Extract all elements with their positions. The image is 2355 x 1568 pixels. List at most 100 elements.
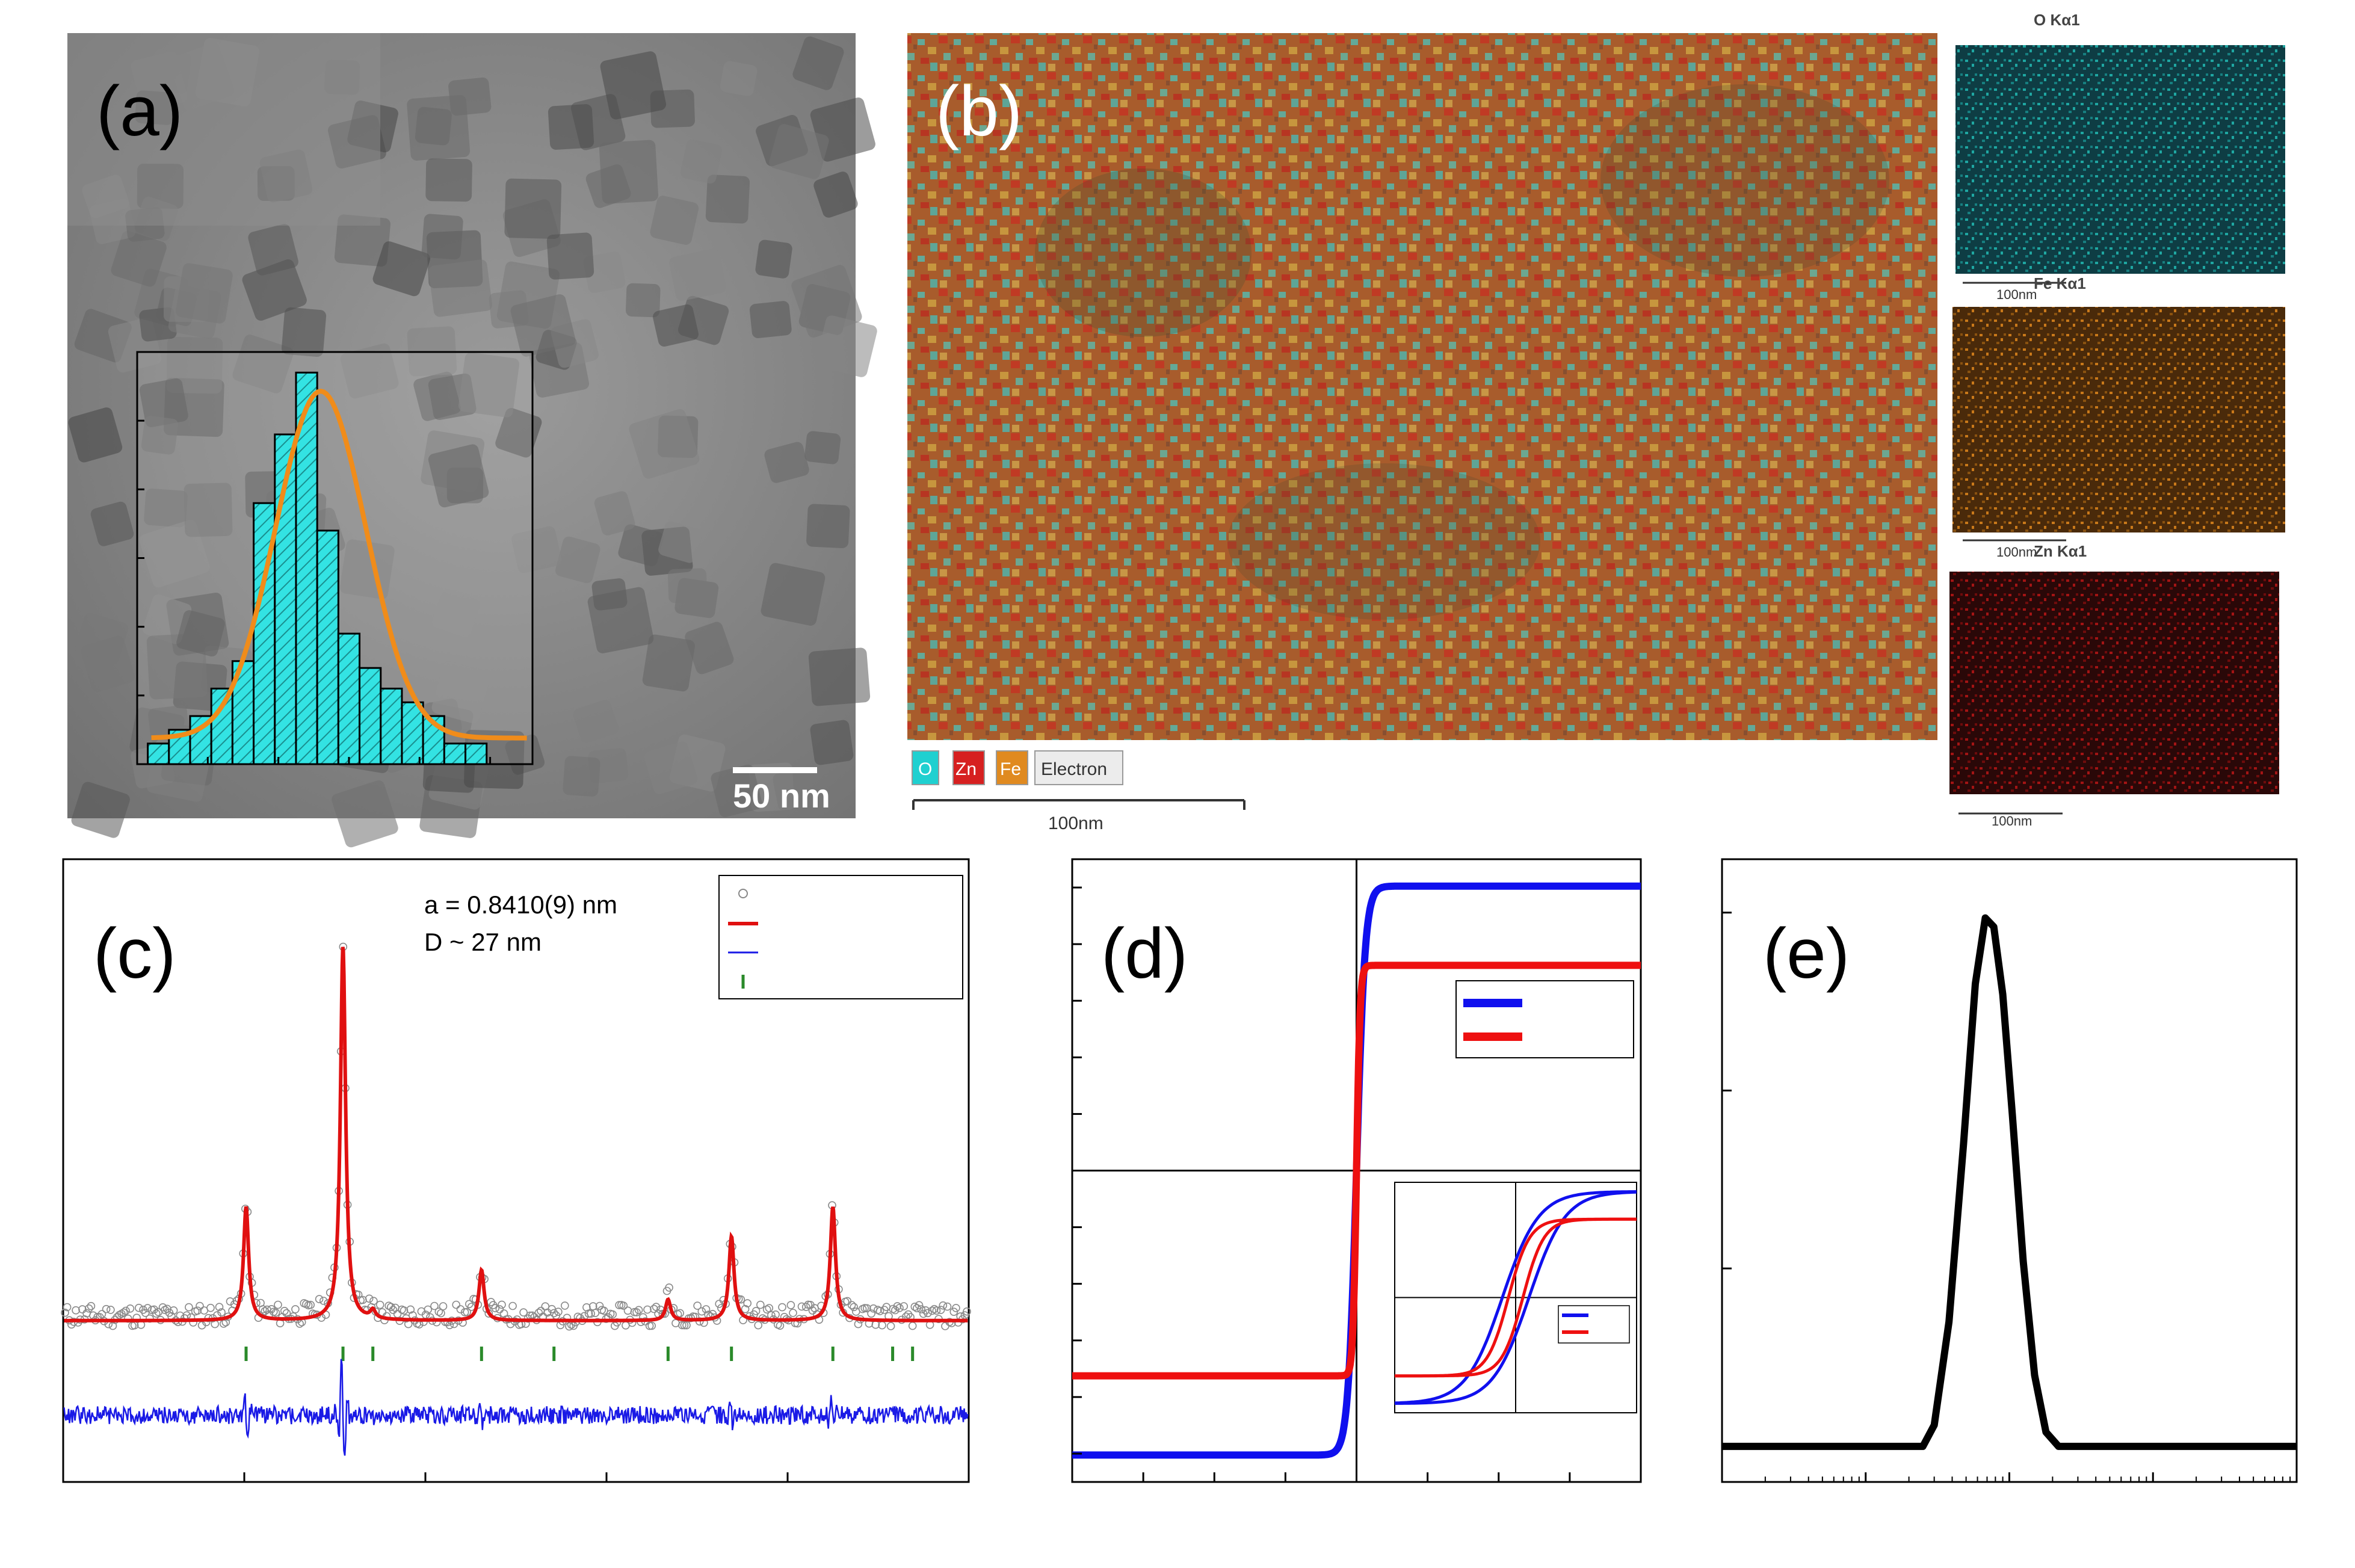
map-fe-title: Fe Kα1	[2034, 274, 2086, 292]
experimental-point	[280, 1307, 289, 1315]
experimental-point	[152, 1309, 161, 1318]
tem-particle	[792, 36, 844, 90]
map-zn-scale: 100nm	[1992, 813, 2032, 829]
experimental-point	[778, 1303, 786, 1312]
tem-particle	[425, 158, 472, 202]
tem-particle	[587, 587, 654, 653]
experimental-point	[452, 1300, 461, 1309]
experimental-point	[930, 1304, 939, 1313]
tem-particle	[166, 336, 223, 394]
experimental-point	[765, 1304, 774, 1312]
experimental-point	[921, 1306, 930, 1315]
experimental-point	[122, 1306, 130, 1315]
experimental-point	[217, 1308, 226, 1316]
crystallite-size: D ~ 27 nm	[424, 928, 542, 956]
experimental-point	[619, 1301, 628, 1310]
map-zn-title: Zn Kα1	[2034, 542, 2087, 560]
histogram-bar	[380, 687, 403, 765]
panel-d-label: (d)	[1101, 914, 1188, 993]
tem-particle	[407, 94, 471, 161]
histogram-bar	[337, 632, 361, 765]
experimental-point	[463, 1307, 472, 1316]
experimental-point	[591, 1309, 600, 1317]
experimental-point	[595, 1301, 604, 1310]
experimental-point	[143, 1304, 152, 1312]
experimental-point	[939, 1301, 948, 1310]
experimental-point	[150, 1305, 158, 1314]
experimental-point	[702, 1305, 711, 1313]
experimental-point	[119, 1308, 128, 1317]
tem-particle	[81, 635, 135, 693]
tem-particle	[816, 315, 877, 377]
tem-particle	[599, 140, 659, 204]
experimental-point	[196, 1301, 204, 1310]
panel-e-label: (e)	[1763, 914, 1850, 993]
legend-zn: Zn	[955, 759, 977, 779]
scale-bar-b-label: 100nm	[1048, 813, 1103, 833]
experimental-point	[608, 1310, 617, 1319]
experimental-point	[508, 1301, 517, 1310]
experimental-point	[928, 1306, 936, 1315]
tem-particle	[71, 782, 130, 838]
experimental-point	[565, 1322, 573, 1331]
tem-particle	[431, 589, 480, 638]
panel-e: (e)	[1721, 858, 2298, 1483]
tem-particle	[431, 661, 490, 724]
xrd-plot-area	[62, 858, 970, 1483]
experimental-point	[786, 1301, 795, 1309]
tem-particle	[644, 741, 698, 794]
panel-a: (a) 50 nm	[67, 33, 877, 848]
tem-particle	[511, 526, 562, 573]
experimental-point	[424, 1305, 433, 1314]
tem-particle	[139, 378, 188, 428]
experimental-point	[665, 1283, 673, 1292]
experimental-point	[135, 1303, 143, 1312]
experimental-point	[193, 1306, 202, 1315]
experimental-point	[534, 1309, 543, 1317]
panel-c-label: (c)	[93, 914, 176, 993]
experimental-point	[430, 1301, 439, 1310]
tem-particle	[232, 335, 294, 394]
scale-bar-b: 100nm	[912, 799, 1245, 833]
experimental-point	[924, 1309, 932, 1318]
experimental-point	[886, 1322, 895, 1330]
experimental-point	[867, 1309, 875, 1318]
experimental-point	[917, 1305, 925, 1313]
tem-particle	[141, 416, 179, 455]
experimental-point	[643, 1305, 652, 1314]
inset-hysteresis-branch	[1394, 1190, 1637, 1405]
panel-c: (c) a = 0.8410(9) nm D ~ 27 nm	[61, 858, 971, 1483]
tem-particle	[583, 252, 626, 293]
tem-particle	[573, 700, 619, 743]
map-fe: Fe Kα1 100nm	[1952, 274, 2285, 560]
magnetization-curve	[1072, 961, 1641, 1380]
tem-particle	[600, 51, 667, 120]
experimental-point	[756, 1300, 765, 1309]
tem-particle	[184, 483, 233, 537]
experimental-point	[850, 1303, 858, 1312]
histogram-bar	[359, 667, 382, 765]
inset-hysteresis-branch	[1395, 1217, 1637, 1378]
tem-particle	[685, 622, 734, 674]
tem-particle	[458, 352, 520, 418]
map-fe-scale: 100nm	[1996, 545, 2037, 560]
experimental-point	[258, 1305, 267, 1313]
tem-particles	[67, 33, 877, 848]
tem-particle	[749, 301, 792, 339]
experimental-point	[789, 1309, 797, 1317]
experimental-point	[389, 1306, 398, 1314]
experimental-point	[63, 1303, 72, 1312]
tem-region	[67, 33, 380, 226]
experimental-point	[854, 1320, 863, 1329]
experimental-point	[752, 1307, 761, 1315]
histogram-bar	[210, 687, 233, 765]
experimental-point	[226, 1297, 235, 1306]
tem-particle	[548, 104, 594, 150]
legend-fe: Fe	[1000, 759, 1021, 779]
experimental-point	[941, 1322, 949, 1330]
experimental-point	[776, 1321, 785, 1330]
panel-d: (d)	[1071, 858, 1642, 1483]
experimental-point	[215, 1303, 224, 1311]
legend-symbol	[738, 889, 748, 898]
